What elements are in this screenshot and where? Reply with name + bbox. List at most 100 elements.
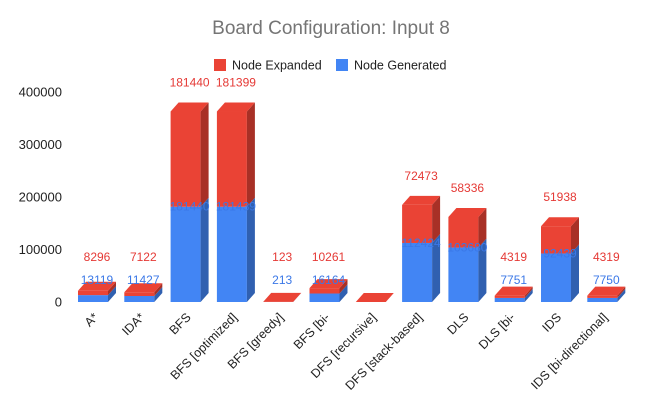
bar-0-top [78, 281, 116, 291]
y-axis: 0 100000 200000 300000 400000 [19, 85, 62, 310]
bar-8-node-expanded-side [478, 207, 487, 248]
x-category-label: IDA* [119, 310, 147, 338]
bar-10-node-expanded-front [541, 226, 571, 254]
bar-8-node-expanded-front [448, 216, 479, 248]
data-label-generated: 16164 [312, 273, 346, 287]
data-label-expanded: 10261 [312, 250, 346, 264]
legend-label-node-generated: Node Generated [354, 59, 446, 73]
bar-5-node-generated-side [339, 284, 348, 302]
bar-7-node-expanded-side [432, 195, 441, 243]
bar-7-top [402, 195, 441, 205]
bar-1-node-expanded-front [124, 292, 155, 297]
bar-4-node-expanded-side [293, 292, 302, 302]
data-label-expanded: 72473 [404, 169, 438, 183]
bar-stack [124, 283, 163, 302]
bar-5-top [309, 279, 348, 289]
bar-9-node-generated-front [494, 297, 525, 302]
bar-10-top [541, 217, 579, 227]
data-label-expanded: 51938 [543, 190, 577, 204]
data-label-generated: 13119 [81, 273, 114, 287]
bar-stack [263, 292, 302, 302]
legend-label-node-expanded: Node Expanded [232, 59, 322, 73]
bar-3-top [216, 102, 255, 112]
bar-11-node-expanded-side [617, 286, 626, 298]
bar-stack [402, 195, 441, 302]
bar-2-node-expanded-side [200, 102, 209, 207]
bar-8-node-generated-side [478, 238, 487, 302]
y-tick-label: 100000 [19, 242, 62, 257]
data-label-generated: 112424 [402, 236, 441, 250]
data-label-generated: 181439 [216, 200, 256, 214]
data-label-generated: 7750 [593, 273, 620, 287]
bar-8-node-generated-front [448, 247, 479, 302]
bar-1-node-generated-side [154, 287, 163, 302]
bar-1-top [124, 283, 163, 293]
data-labels: 8296 13119 7122 11427 181440 181440 181399 1814… [81, 75, 620, 287]
data-label-expanded: 4319 [593, 250, 620, 264]
y-tick-label: 200000 [19, 190, 62, 205]
bar-3-node-expanded-side [246, 102, 255, 207]
legend-swatch-node-expanded [214, 59, 226, 71]
bar-9-node-generated-side [524, 288, 533, 302]
bar-stack [355, 293, 394, 302]
bar-10-node-expanded-side [571, 217, 579, 254]
bar-4-node-generated-side [293, 292, 302, 302]
x-category-label: DFS [stack-based] [343, 310, 426, 393]
data-label-expanded: 123 [272, 250, 292, 264]
bar-2-node-expanded-front [170, 111, 201, 207]
bar-10-node-generated-side [571, 244, 579, 302]
bar-3-node-expanded-front [216, 111, 247, 207]
bar-8-top [448, 207, 487, 217]
bar-stack [78, 281, 116, 302]
bar-stack [309, 279, 348, 302]
bar-6-top [355, 293, 394, 302]
bar-3-node-generated-side [246, 197, 255, 302]
bar-10-node-generated-front [541, 253, 571, 302]
x-category-label: IDS [539, 310, 564, 335]
data-label-expanded: 58336 [451, 181, 485, 195]
bar-0-node-generated-front [78, 295, 108, 302]
bar-9-node-expanded-front [494, 295, 525, 298]
bar-5-node-generated-front [309, 293, 340, 302]
x-category-label: DLS [bi- [476, 310, 518, 352]
data-label-expanded: 7122 [130, 250, 157, 264]
bar-5-node-expanded-side [339, 279, 348, 294]
bar-9-node-expanded-side [524, 286, 533, 298]
legend: Node Expanded Node Generated [214, 59, 446, 73]
data-label-generated: 11427 [127, 273, 160, 287]
bar-stack [541, 217, 579, 302]
bar-11-top [587, 286, 626, 296]
data-label-expanded: 4319 [500, 250, 527, 264]
bar-4-top [263, 292, 302, 302]
data-label-generated: 7751 [500, 273, 527, 287]
bar-2-node-generated-front [170, 206, 201, 302]
chart-title: Board Configuration: Input 8 [212, 18, 450, 39]
y-tick-label: 300000 [19, 137, 62, 152]
bars [78, 102, 626, 302]
bar-0-node-expanded-front [78, 290, 108, 296]
bar-2-top [170, 102, 209, 112]
bar-stack [494, 286, 533, 302]
bar-11-node-expanded-front [587, 295, 618, 298]
bar-1-node-generated-front [124, 296, 155, 302]
bar-stack [448, 207, 487, 302]
y-tick-label: 0 [55, 295, 62, 310]
data-label-expanded: 181399 [216, 76, 256, 90]
bar-9-top [494, 286, 533, 296]
bar-0-node-generated-side [108, 286, 116, 302]
bar-stack [170, 102, 209, 302]
data-label-generated: 181440 [170, 200, 210, 214]
x-category-label: BFS [167, 310, 194, 337]
data-label-generated: 213 [272, 273, 292, 287]
bar-0-node-expanded-side [108, 281, 116, 296]
bar-3-node-generated-front [216, 206, 247, 302]
bar-2-node-generated-side [200, 197, 209, 302]
y-tick-label: 400000 [19, 85, 62, 100]
bar-stack [216, 102, 255, 302]
x-category-label: DLS [444, 310, 471, 337]
data-label-generated: 103680 [447, 241, 487, 255]
data-label-expanded: 181440 [170, 75, 210, 89]
x-category-label: A* [82, 310, 101, 329]
